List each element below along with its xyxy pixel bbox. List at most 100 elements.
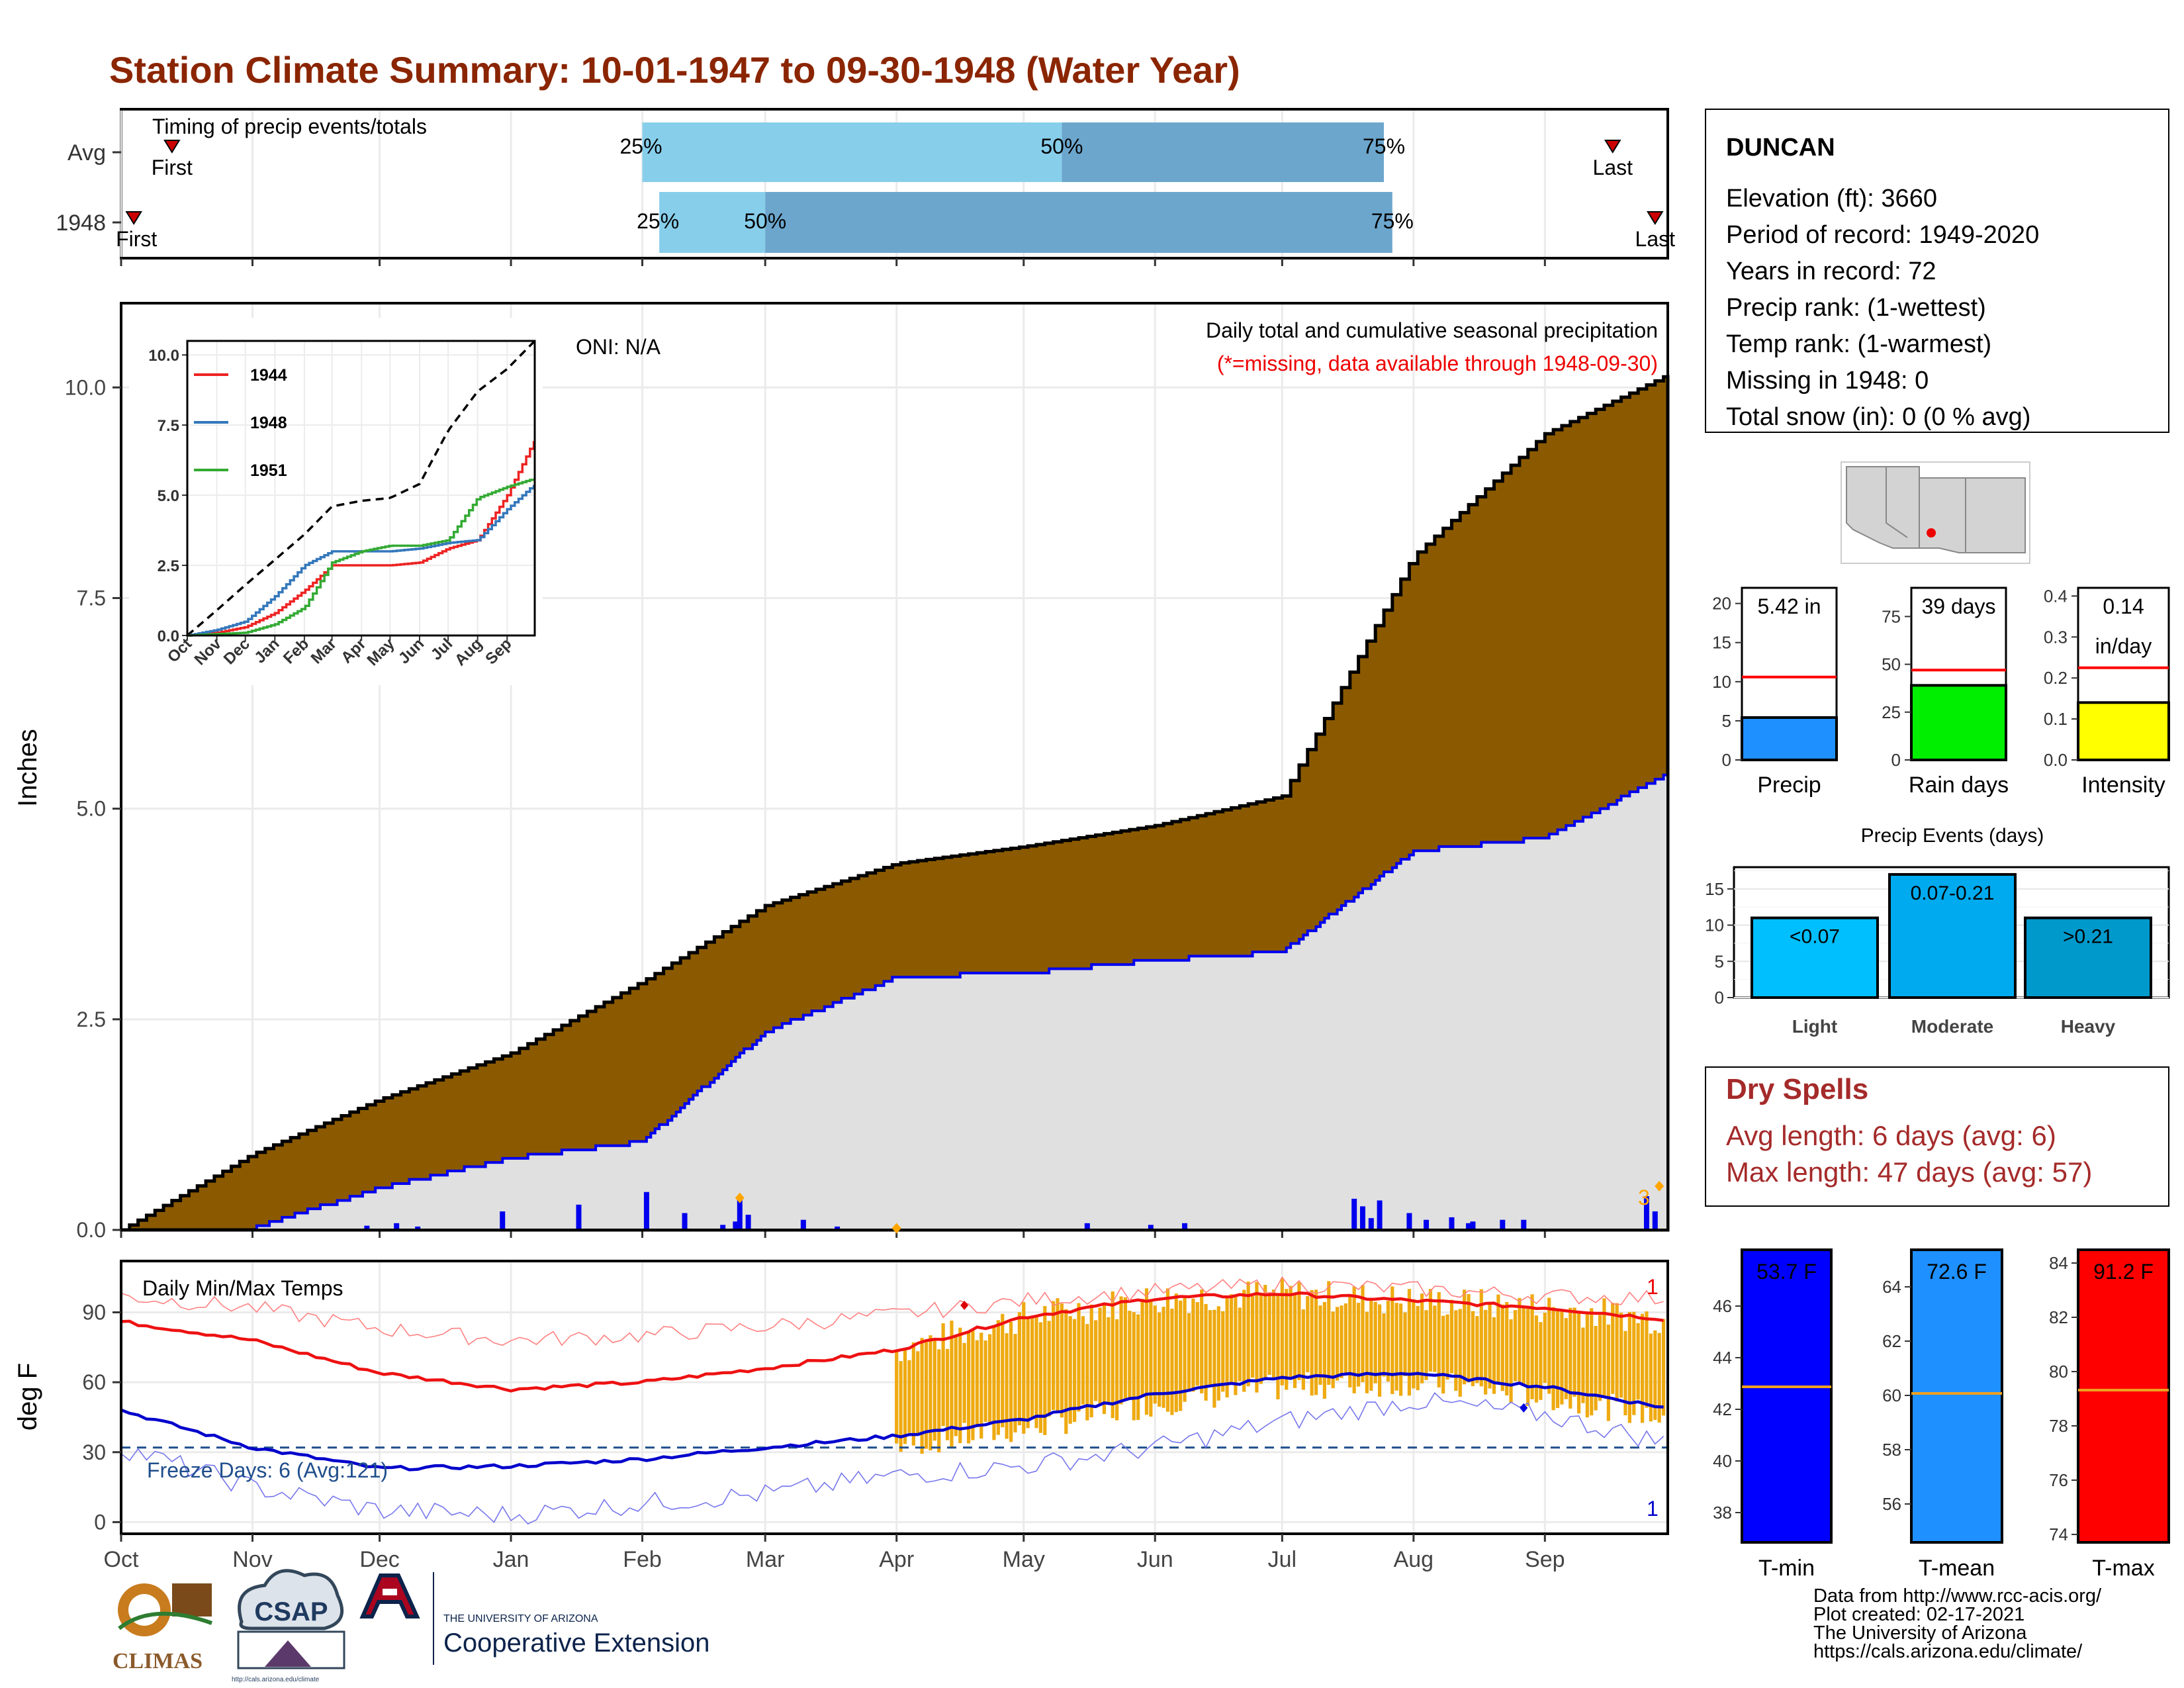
daily-precip-bar — [1500, 1219, 1506, 1230]
record-low-marker — [1520, 1403, 1528, 1413]
dry-spells-max: Max length: 47 days (avg: 57) — [1726, 1156, 2092, 1188]
first-event-label: First — [116, 227, 157, 251]
events-bar-label: Light — [1792, 1016, 1837, 1037]
station-temp-rank: Temp rank: (1-warmest) — [1726, 330, 1991, 358]
daily-temp-range-bar — [1365, 1311, 1369, 1393]
daily-temp-range-bar — [1640, 1313, 1645, 1423]
mini-ytick-label: 15 — [1712, 633, 1731, 653]
daily-temp-range-bar — [1056, 1298, 1060, 1413]
inset-ytick-label: 2.5 — [158, 557, 179, 575]
daily-temp-range-bar — [1191, 1298, 1195, 1392]
daily-temp-range-bar — [916, 1351, 920, 1435]
daily-temp-range-bar — [1598, 1315, 1602, 1401]
mini-value-text: 5.42 in — [1757, 594, 1821, 618]
credits: Data from http://www.rcc-acis.org/ Plot … — [1813, 1585, 2102, 1662]
daily-temp-range-bar — [1238, 1307, 1242, 1382]
daily-temp-range-bar — [1034, 1317, 1038, 1429]
daily-temp-range-bar — [1437, 1291, 1441, 1387]
daily-temp-range-bar — [920, 1338, 924, 1454]
daily-temp-range-bar — [929, 1335, 933, 1451]
daily-temp-range-bar — [1594, 1326, 1598, 1411]
daily-temp-range-bar — [1572, 1307, 1576, 1397]
precip-ytick-label: 10.0 — [65, 375, 106, 399]
locator-map — [1841, 461, 2030, 564]
mini-value-bar — [1910, 684, 2007, 762]
daily-temp-range-bar — [1539, 1322, 1543, 1400]
daily-precip-bar — [682, 1213, 688, 1230]
daily-temp-range-bar — [1378, 1304, 1382, 1397]
events-bar-label: Heavy — [2061, 1016, 2116, 1037]
month-tick-label: Apr — [879, 1547, 914, 1572]
daily-temp-range-bar — [1060, 1303, 1064, 1418]
daily-temp-range-bar — [1471, 1311, 1475, 1387]
daily-temp-range-bar — [1534, 1315, 1539, 1403]
csap-logo: CSAP http://cals.arizona.edu/climate — [232, 1569, 345, 1683]
mini-ytick-label: 50 — [1882, 655, 1901, 675]
month-tick-label: Mar — [746, 1547, 785, 1572]
temp-summary-label: T-mean — [1919, 1556, 1995, 1581]
timing-row-avg-label: Avg — [68, 140, 106, 165]
timing-p25-label: 25% — [637, 209, 679, 233]
daily-temp-range-bar — [1301, 1309, 1305, 1390]
oni-label: ONI: N/A — [576, 335, 661, 359]
daily-precip-bar — [1449, 1217, 1455, 1230]
daily-temp-range-bar — [945, 1348, 950, 1440]
daily-precip-bar — [576, 1204, 582, 1230]
inset-series-line — [187, 479, 535, 637]
daily-temp-range-bar — [1632, 1311, 1636, 1415]
daily-temp-range-bar — [1322, 1301, 1326, 1399]
station-precip-rank: Precip rank: (1-wettest) — [1726, 294, 1986, 322]
daily-precip-bar — [1470, 1221, 1476, 1230]
daily-temp-range-bar — [1564, 1318, 1568, 1399]
daily-temp-range-bar — [1428, 1289, 1433, 1372]
daily-precip-bar — [1406, 1213, 1412, 1230]
daily-temp-range-bar — [983, 1340, 987, 1422]
daily-temp-range-bar — [1221, 1311, 1225, 1392]
temp-summary-ytick-label: 46 — [1713, 1296, 1732, 1316]
daily-temp-range-bar — [1119, 1296, 1123, 1405]
daily-temp-range-bar — [1420, 1293, 1424, 1383]
ua-small-text: THE UNIVERSITY OF ARIZONA — [443, 1613, 598, 1624]
daily-temp-range-bar — [996, 1320, 1000, 1435]
daily-temp-range-bar — [1153, 1305, 1157, 1404]
mini-ytick-label: 0 — [1722, 750, 1731, 770]
daily-temp-range-bar — [1111, 1291, 1115, 1419]
daily-temp-range-bar — [1174, 1293, 1178, 1413]
daily-temp-range-bar — [1242, 1289, 1246, 1392]
events-bar-value: <0.07 — [1790, 926, 1840, 948]
mini-ytick-label: 0 — [1891, 750, 1901, 770]
credit-url: https://cals.arizona.edu/climate/ — [1813, 1641, 2083, 1662]
mini-chart-label: Rain days — [1909, 773, 2009, 798]
inset-legend-label: 1944 — [250, 366, 287, 385]
daily-temp-range-bar — [1661, 1319, 1666, 1416]
temp-summary-ytick-label: 80 — [2049, 1362, 2068, 1382]
daily-temp-range-bar — [1123, 1297, 1128, 1399]
station-period: Period of record: 1949-2020 — [1726, 221, 2039, 249]
precip-panel: 0.0 2.5 5.0 7.5 10.0 Inches ONI: N/A Daily t… — [13, 302, 1670, 1242]
month-tick-label: Jul — [1268, 1547, 1297, 1572]
precip-ylabel: Inches — [13, 729, 42, 807]
timing-row-1948-label: 1948 — [56, 211, 106, 236]
temp-summary-bar — [2077, 1248, 2170, 1544]
avg-tmin-line — [120, 1372, 1664, 1472]
figure-title: Station Climate Summary: 10-01-1947 to 0… — [109, 49, 1240, 91]
timing-p75-label: 75% — [1371, 209, 1414, 233]
daily-temp-range-bar — [907, 1360, 911, 1433]
daily-temp-range-bar — [1343, 1303, 1347, 1374]
daily-temp-range-bar — [1022, 1302, 1026, 1434]
temp-panel-label: Daily Min/Max Temps — [142, 1276, 343, 1300]
temp-ytick-label: 30 — [82, 1440, 106, 1464]
record-high-marker — [960, 1300, 969, 1310]
daily-precip-bar — [835, 1226, 841, 1230]
daily-temp-range-bar — [1492, 1317, 1496, 1394]
daily-temp-range-bar — [1623, 1331, 1627, 1416]
station-info-box: DUNCAN Elevation (ft): 3660 Period of re… — [1705, 109, 2169, 433]
precip-ytick-label: 7.5 — [77, 586, 106, 610]
daily-temp-range-bar — [1454, 1310, 1458, 1391]
daily-precip-bar — [733, 1221, 739, 1230]
temp-ylabel: deg F — [13, 1363, 42, 1430]
daily-temp-range-bar — [1576, 1311, 1581, 1414]
daily-temp-range-bar — [899, 1361, 903, 1452]
avg-tmax-line — [120, 1291, 1664, 1393]
month-tick-label: May — [1003, 1547, 1045, 1572]
